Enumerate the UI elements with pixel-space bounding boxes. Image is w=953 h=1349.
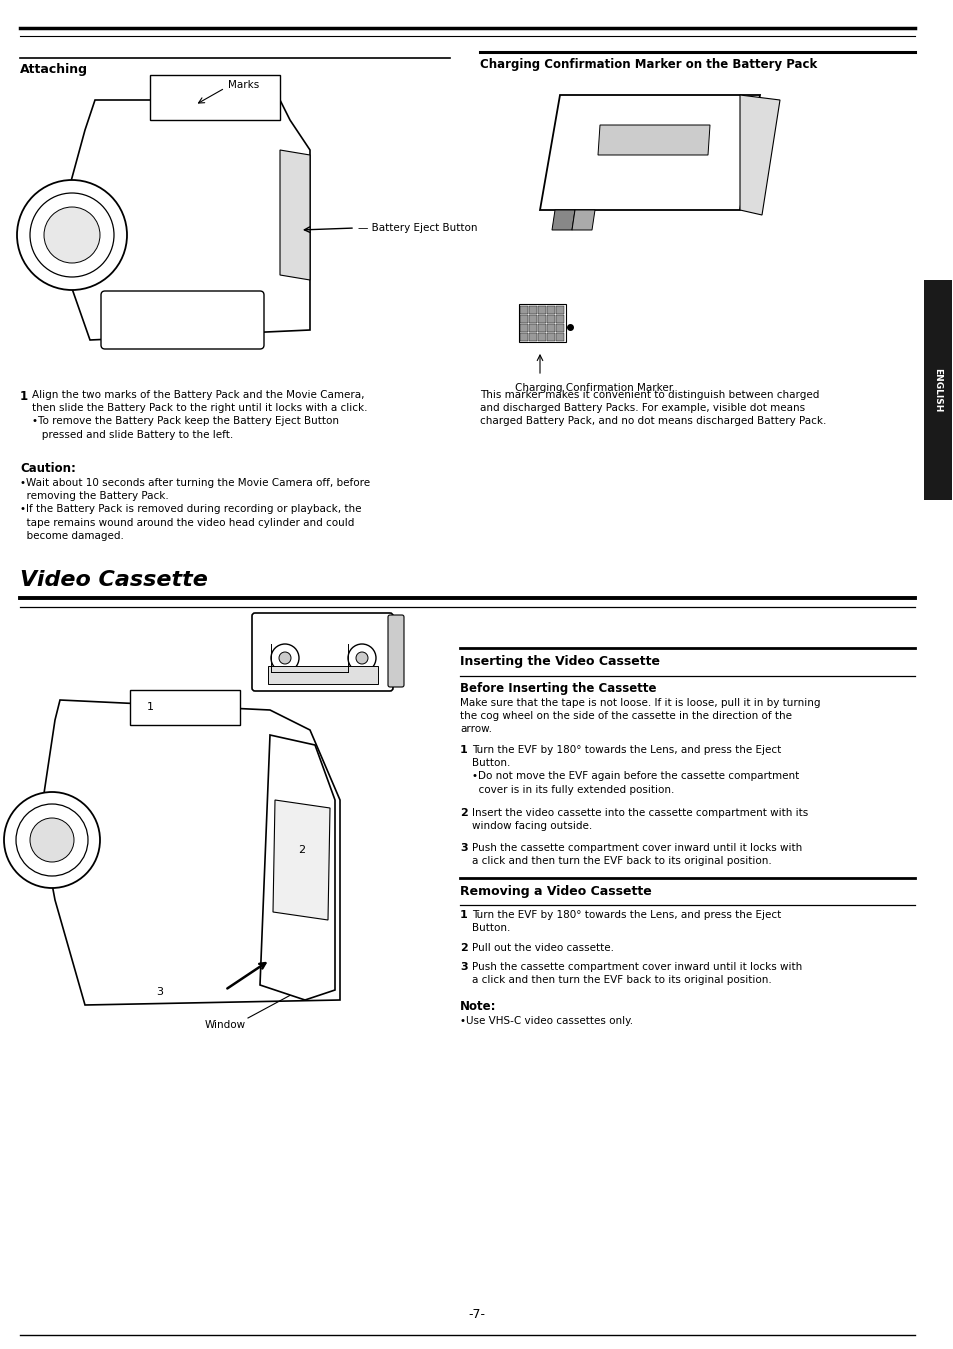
Text: 1: 1 [459,911,467,920]
Bar [519,333,527,341]
Bar [556,333,563,341]
Bar [519,324,527,332]
Bar [537,333,545,341]
Polygon shape [598,125,709,155]
Bar [519,306,527,314]
Text: Pull out the video cassette.: Pull out the video cassette. [472,943,614,952]
Polygon shape [260,735,335,1000]
Text: Push the cassette compartment cover inward until it locks with
a click and then : Push the cassette compartment cover inwa… [472,962,801,985]
Bar [537,306,545,314]
Bar [529,324,537,332]
Bar [150,76,280,120]
Circle shape [278,652,291,664]
Text: Insert the video cassette into the cassette compartment with its
window facing o: Insert the video cassette into the casse… [472,808,807,831]
Text: 2: 2 [298,844,305,855]
Circle shape [17,179,127,290]
Bar [556,324,563,332]
Text: Push the cassette compartment cover inward until it locks with
a click and then : Push the cassette compartment cover inwa… [472,843,801,866]
Circle shape [271,643,298,672]
Text: 2: 2 [459,943,467,952]
Polygon shape [539,94,760,210]
Bar [556,316,563,322]
Circle shape [30,193,113,277]
Text: Note:: Note: [459,1000,496,1013]
FancyBboxPatch shape [388,615,403,687]
Polygon shape [740,94,780,214]
Text: — Battery Eject Button: — Battery Eject Button [357,223,477,233]
FancyBboxPatch shape [252,612,393,691]
Text: Removing a Video Cassette: Removing a Video Cassette [459,885,651,898]
Text: This marker makes it convenient to distinguish between charged
and discharged Ba: This marker makes it convenient to disti… [479,390,825,426]
Bar [537,324,545,332]
Text: 1: 1 [20,390,28,403]
Text: 2: 2 [459,808,467,817]
Bar [529,333,537,341]
Bar [529,306,537,314]
Bar [268,666,377,684]
Text: Video Cassette: Video Cassette [20,571,208,590]
Bar [546,324,555,332]
Text: •Use VHS-C video cassettes only.: •Use VHS-C video cassettes only. [459,1016,633,1027]
Circle shape [355,652,368,664]
Text: 3: 3 [459,962,467,973]
Polygon shape [572,210,595,229]
Circle shape [4,792,100,888]
Polygon shape [273,800,330,920]
Polygon shape [552,210,575,229]
Bar [546,333,555,341]
Bar [923,281,951,500]
Polygon shape [280,150,310,281]
Text: 1: 1 [147,701,153,712]
Text: Charging Confirmation Marker: Charging Confirmation Marker [515,383,673,393]
FancyBboxPatch shape [101,291,264,349]
Text: Caution:: Caution: [20,461,76,475]
Bar [556,306,563,314]
Circle shape [16,804,88,876]
Text: Attaching: Attaching [20,63,88,76]
Text: 3: 3 [156,987,163,997]
Bar [519,316,527,322]
Circle shape [44,206,100,263]
Text: Window: Window [204,1020,245,1031]
Text: Turn the EVF by 180° towards the Lens, and press the Eject
Button.
•Do not move : Turn the EVF by 180° towards the Lens, a… [472,745,799,795]
Text: ENGLISH: ENGLISH [933,368,942,413]
Bar [529,316,537,322]
Bar [130,689,240,724]
Polygon shape [55,100,310,340]
Text: Before Inserting the Cassette: Before Inserting the Cassette [459,683,656,695]
Text: 1: 1 [459,745,467,755]
Circle shape [30,817,74,862]
Text: -7-: -7- [468,1309,485,1321]
Text: Marks: Marks [228,80,259,90]
Text: •Wait about 10 seconds after turning the Movie Camera off, before
  removing the: •Wait about 10 seconds after turning the… [20,478,370,541]
Polygon shape [40,700,339,1005]
Text: Turn the EVF by 180° towards the Lens, and press the Eject
Button.: Turn the EVF by 180° towards the Lens, a… [472,911,781,934]
Text: Inserting the Video Cassette: Inserting the Video Cassette [459,656,659,668]
Bar [537,316,545,322]
Text: 3: 3 [459,843,467,853]
Text: Make sure that the tape is not loose. If it is loose, pull it in by turning
the : Make sure that the tape is not loose. If… [459,697,820,734]
Text: Charging Confirmation Marker on the Battery Pack: Charging Confirmation Marker on the Batt… [479,58,817,71]
Text: Align the two marks of the Battery Pack and the Movie Camera,
then slide the Bat: Align the two marks of the Battery Pack … [32,390,367,440]
Bar [546,306,555,314]
Bar [546,316,555,322]
Bar [518,304,565,343]
Circle shape [348,643,375,672]
